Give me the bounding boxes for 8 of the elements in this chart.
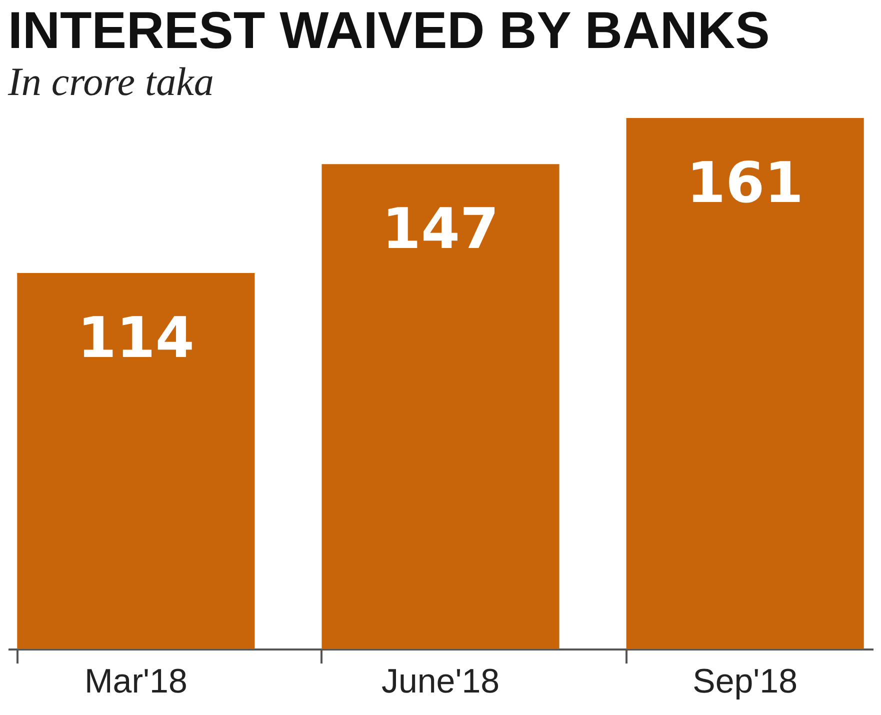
x-tick-label: Sep'18 [692, 662, 798, 700]
data-label: 114 [77, 306, 194, 372]
chart-subtitle: In crore taka [7, 59, 214, 104]
data-label: 147 [382, 197, 499, 262]
x-tick-label: June'18 [381, 662, 500, 700]
x-tick-label: Mar'18 [84, 662, 188, 700]
data-label: 161 [686, 151, 804, 216]
chart-title: INTEREST WAIVED BY BANKS [8, 2, 770, 60]
